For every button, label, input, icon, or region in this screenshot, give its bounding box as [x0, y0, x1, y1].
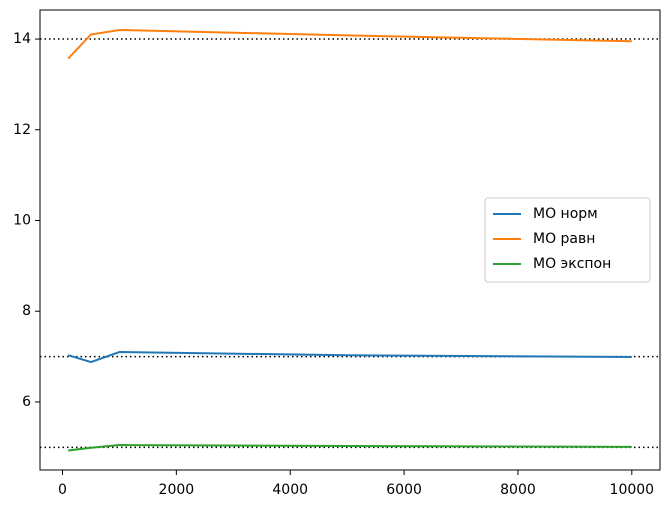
- y-tick-label: 10: [13, 212, 31, 228]
- x-tick-label: 0: [58, 482, 67, 498]
- x-tick-label: 4000: [272, 482, 308, 498]
- y-tick-label: 12: [13, 122, 31, 138]
- y-tick-label: 6: [22, 394, 31, 410]
- legend-label: МО равн: [533, 231, 595, 247]
- legend-label: МО норм: [533, 206, 598, 222]
- plot-frame: [39, 9, 661, 471]
- line: [68, 444, 632, 452]
- legend-box: [484, 197, 651, 283]
- x-tick-label: 10000: [610, 482, 655, 498]
- line: [67, 351, 632, 364]
- legend-label: МО экспон: [533, 256, 611, 272]
- y-tick-label: 14: [13, 31, 31, 47]
- y-tick-label: 8: [22, 303, 31, 319]
- x-tick-label: 6000: [386, 482, 422, 498]
- x-tick-label: 2000: [159, 482, 195, 498]
- line: [67, 28, 632, 60]
- x-tick-label: 8000: [500, 482, 536, 498]
